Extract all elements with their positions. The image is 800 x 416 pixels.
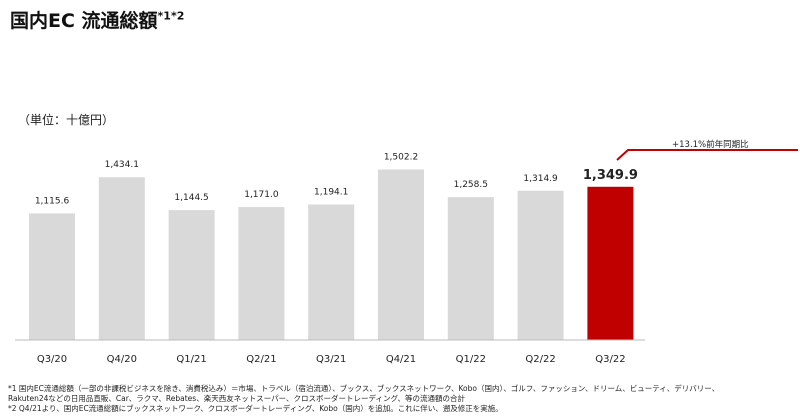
category-label: Q2/22 [525,354,555,365]
annotation-text: +13.1%前年同期比 [672,139,749,150]
value-label: 1,349.9 [583,168,638,183]
category-label: Q3/21 [316,354,346,365]
bar-Q3/20 [29,213,75,340]
annotation-line [616,149,798,161]
footnote-1: *1 国内EC流通総額（一部の非課税ビジネスを除き、消費税込み）＝市場、トラベル… [8,384,720,393]
category-label: Q2/21 [246,354,276,365]
footnote-1-cont: Rakuten24などの日用品直販、Car、ラクマ、Rebates、楽天西友ネッ… [8,394,466,403]
bar-Q3/21 [308,204,355,340]
value-label: 1,115.6 [35,196,70,206]
bar-Q1/21 [168,210,215,340]
bar-Q2/21 [238,207,285,340]
value-label: 1,144.5 [174,193,208,203]
value-label: 1,171.0 [244,190,279,200]
chart-title: 国内EC 流通総額*1*2 [10,6,184,33]
bar-Q1/22 [447,197,494,340]
category-label: Q4/20 [107,354,137,365]
bar-Q2/22 [517,190,564,340]
category-label: Q1/22 [456,354,486,365]
bar-Q4/21 [378,169,424,340]
bar-Q4/20 [98,177,145,340]
unit-label: （単位：十億円） [18,113,115,127]
title-text: 国内EC 流通総額 [10,10,158,32]
value-label: 1,314.9 [523,174,558,184]
category-label: Q4/21 [386,354,416,365]
footnote-2: *2 Q4/21より、国内EC流通総額にブックスネットワーク、クロスボーダートレ… [8,404,503,413]
title-superscript: *1*2 [157,9,185,23]
category-label: Q1/21 [176,354,206,365]
category-label: Q3/20 [37,354,67,365]
value-label: 1,194.1 [314,187,348,197]
category-label: Q3/22 [595,354,625,365]
bar-Q3/22 [587,186,634,340]
value-label: 1,502.2 [384,153,418,163]
value-label: 1,434.1 [105,160,139,170]
value-label: 1,258.5 [454,180,488,190]
